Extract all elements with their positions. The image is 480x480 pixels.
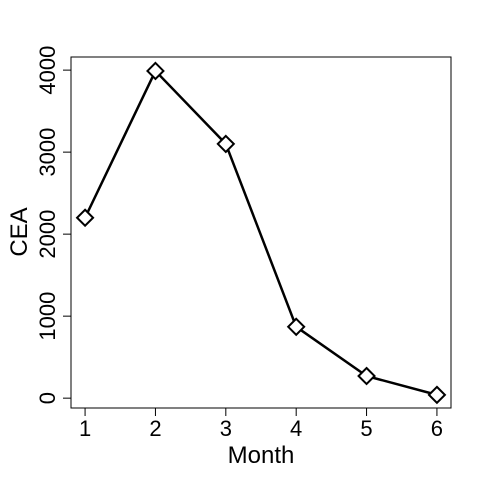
y-axis: 0 1000 2000 3000 4000 <box>35 46 71 404</box>
x-tick-label: 4 <box>290 416 302 441</box>
x-tick-label: 6 <box>431 416 443 441</box>
data-point-marker <box>216 134 236 154</box>
y-tick-label: 2000 <box>35 210 60 259</box>
data-point-marker <box>427 385 447 405</box>
x-tick-label: 5 <box>360 416 372 441</box>
y-tick-label: 3000 <box>35 128 60 177</box>
y-tick-label: 0 <box>35 392 60 404</box>
x-axis-title: Month <box>228 442 295 469</box>
y-axis-title: CEA <box>6 207 33 256</box>
y-tick-label: 4000 <box>35 46 60 95</box>
x-tick-label: 2 <box>149 416 161 441</box>
data-point-marker <box>146 61 165 81</box>
x-tick-label: 3 <box>220 416 232 441</box>
data-point-marker <box>75 208 95 228</box>
x-tick-label: 1 <box>79 416 91 441</box>
data-point-marker <box>286 317 306 337</box>
data-point-marker <box>357 366 376 386</box>
y-tick-label: 1000 <box>35 292 60 341</box>
series-line <box>83 69 438 397</box>
plot-frame <box>70 56 452 409</box>
x-axis: 1 2 3 4 5 6 <box>79 408 443 441</box>
series-cea <box>75 61 447 405</box>
